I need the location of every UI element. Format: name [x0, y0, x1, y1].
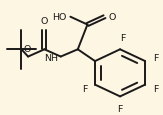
Text: NH: NH [44, 53, 58, 62]
Text: HO: HO [52, 13, 67, 22]
Text: F: F [120, 34, 126, 43]
Text: O: O [23, 45, 31, 53]
Text: F: F [153, 84, 158, 93]
Text: F: F [82, 84, 87, 93]
Text: F: F [153, 53, 158, 62]
Text: F: F [117, 104, 123, 113]
Text: O: O [108, 13, 116, 22]
Text: O: O [41, 17, 48, 26]
